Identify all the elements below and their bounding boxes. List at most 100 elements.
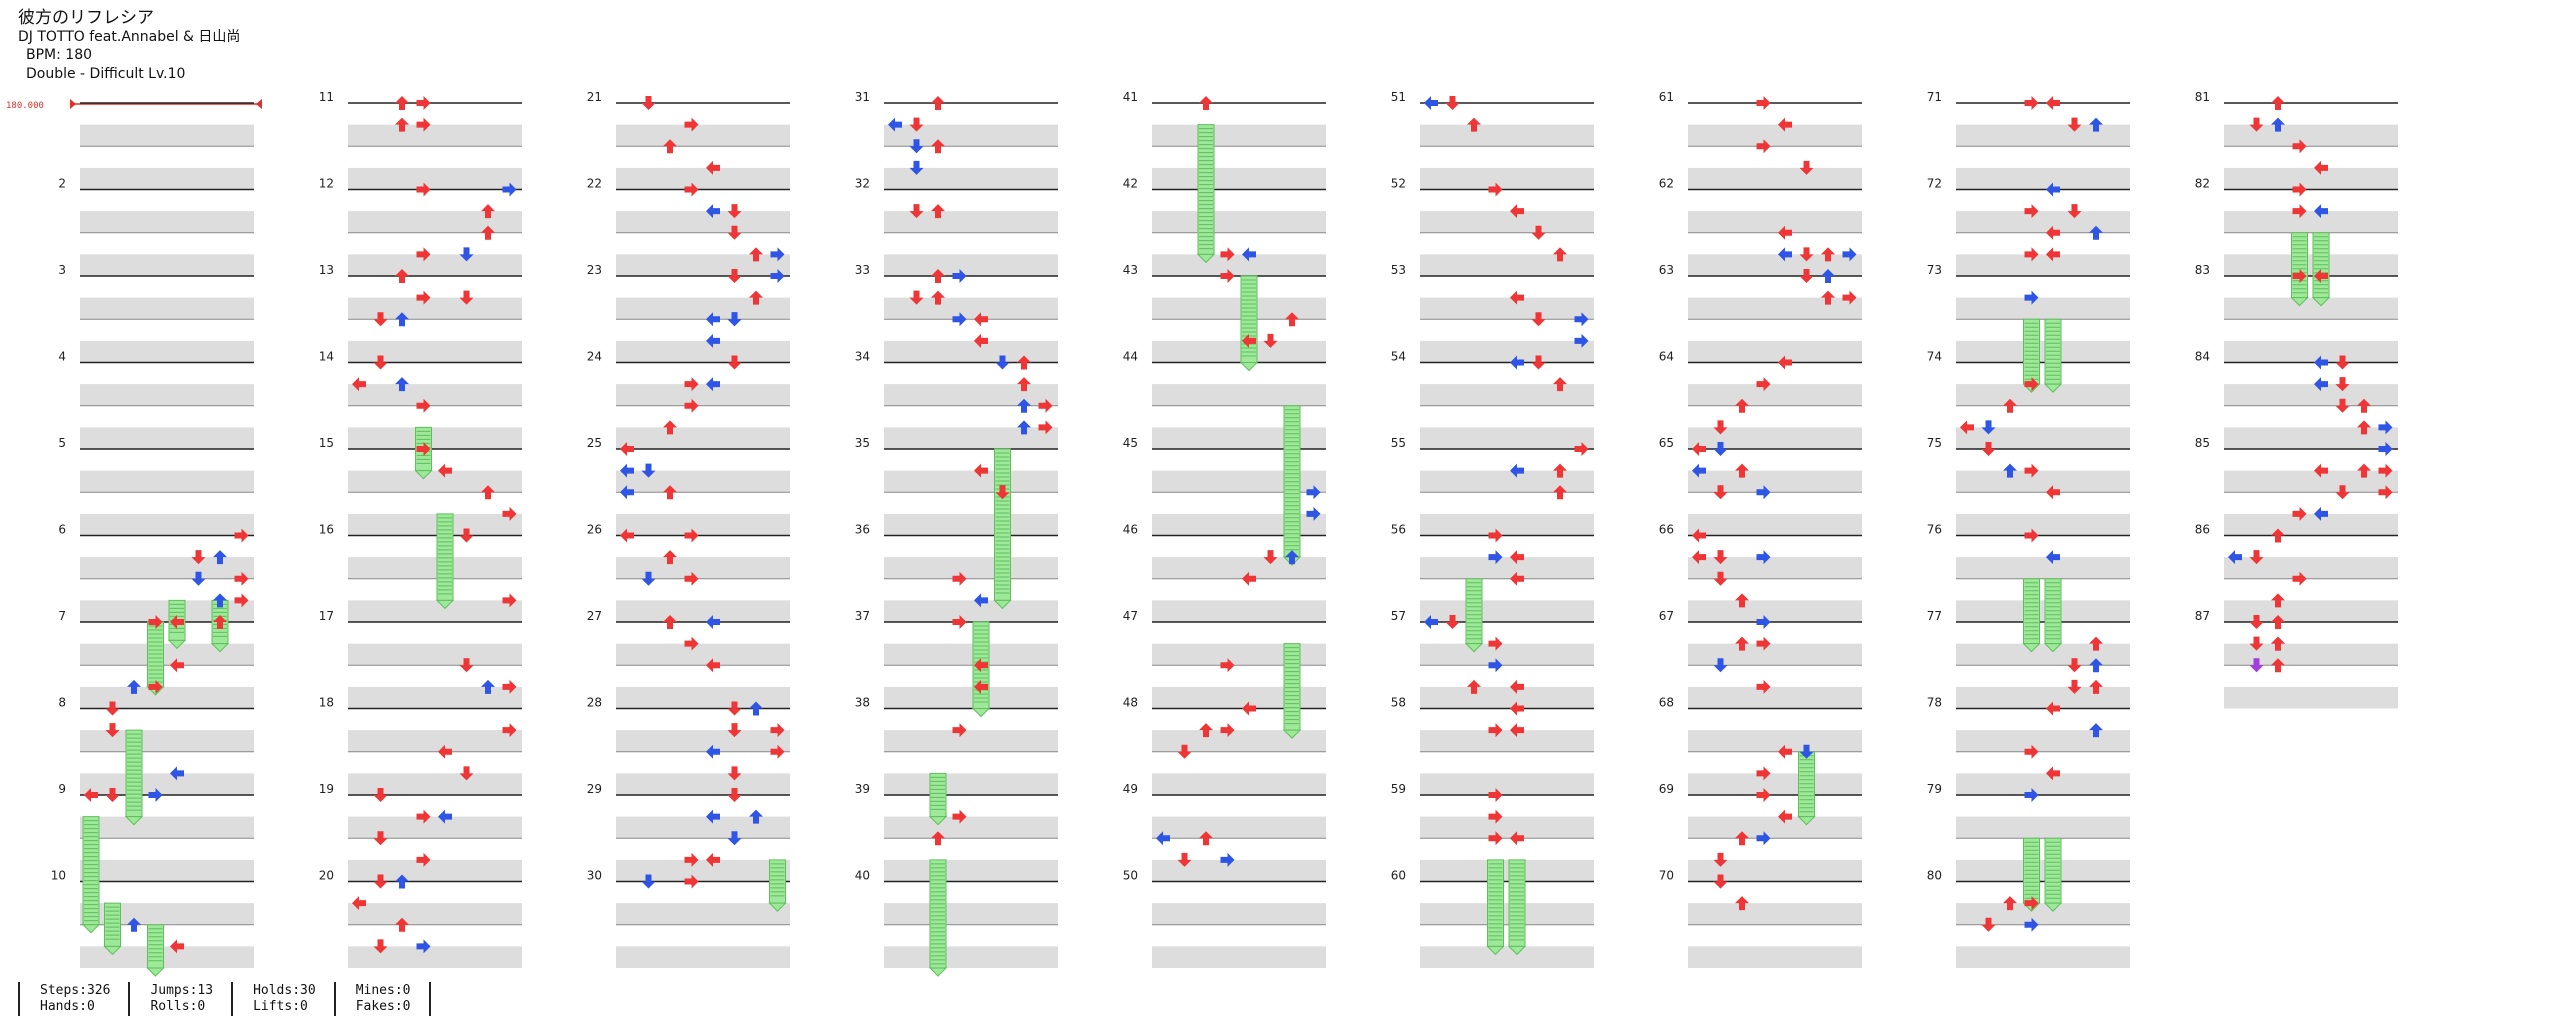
- step-arrow: [2314, 204, 2328, 219]
- hold-note: [1797, 751, 1816, 826]
- step-arrow: [1756, 485, 1771, 500]
- measure-19: 19: [319, 782, 522, 882]
- measure-49: 49: [1123, 782, 1326, 882]
- step-arrow: [931, 831, 945, 846]
- step-arrow: [1306, 506, 1321, 521]
- measure-number: 68: [1659, 696, 1674, 710]
- song-title: 彼方のリフレシア: [18, 8, 154, 28]
- measure-number: 62: [1659, 177, 1674, 191]
- step-arrow: [974, 312, 988, 327]
- measure-number: 8: [58, 696, 66, 710]
- step-arrow: [1220, 723, 1235, 738]
- bpm-marker-label: 180.000: [6, 101, 44, 111]
- step-arrow: [2046, 485, 2060, 500]
- step-arrow: [931, 204, 945, 219]
- step-arrow: [2003, 398, 2017, 413]
- step-arrow: [2024, 528, 2039, 543]
- step-arrow: [1799, 247, 1814, 262]
- step-arrow: [1778, 355, 1792, 370]
- hold-note: [103, 902, 122, 956]
- measure-number: 46: [1123, 523, 1138, 537]
- measure-80: 80: [1927, 869, 2130, 968]
- measure-number: 43: [1123, 263, 1138, 277]
- step-arrow: [727, 766, 742, 781]
- measure-number: 86: [2195, 523, 2210, 537]
- step-arrow: [2067, 117, 2082, 132]
- step-arrow: [2024, 377, 2039, 392]
- step-arrow: [2271, 593, 2285, 608]
- measure-number: 39: [855, 782, 870, 796]
- measure-25: 25: [587, 436, 790, 536]
- step-arrow: [684, 571, 699, 586]
- stat-value: Mines:0: [355, 983, 411, 998]
- measure-number: 59: [1391, 782, 1406, 796]
- step-arrow: [2314, 355, 2328, 370]
- stat-group: Holds:30 Lifts:0: [231, 982, 334, 1016]
- step-arrow: [416, 117, 431, 132]
- step-arrow: [1531, 312, 1546, 327]
- step-arrow: [1756, 766, 1771, 781]
- step-arrow: [502, 506, 517, 521]
- step-arrow: [2089, 658, 2103, 673]
- step-arrow: [1510, 204, 1524, 219]
- step-arrow: [1960, 420, 1974, 435]
- step-arrow: [1756, 636, 1771, 651]
- stat-value: Jumps:13: [150, 983, 214, 998]
- step-arrow: [1756, 139, 1771, 154]
- measure-number: 56: [1391, 523, 1406, 537]
- stat-value: Fakes:0: [355, 999, 411, 1014]
- measure-75: 75: [1927, 436, 2130, 536]
- measure-number: 7: [58, 609, 66, 623]
- step-arrow: [1981, 917, 1996, 932]
- measure-number: 77: [1927, 609, 1942, 623]
- measure-55: 55: [1391, 436, 1594, 536]
- measure-number: 25: [587, 436, 602, 450]
- step-arrow: [2024, 917, 2039, 932]
- step-arrow: [1692, 550, 1706, 565]
- measure-number: 85: [2195, 436, 2210, 450]
- measure-number: 26: [587, 523, 602, 537]
- measure-81: 81: [2195, 90, 2398, 190]
- step-arrow: [1756, 96, 1771, 110]
- step-arrow: [502, 679, 517, 694]
- step-arrow: [481, 204, 495, 219]
- step-arrow: [1531, 355, 1546, 370]
- measure-number: 70: [1659, 869, 1674, 883]
- step-arrow: [2089, 723, 2103, 738]
- measure-number: 27: [587, 609, 602, 623]
- step-chart: 180.000 23456789101112131415161718192021…: [6, 90, 2398, 977]
- hold-note: [928, 859, 948, 977]
- measure-number: 61: [1659, 90, 1674, 104]
- step-arrow: [2271, 615, 2285, 629]
- step-arrow: [706, 615, 720, 629]
- measure-number: 83: [2195, 263, 2210, 277]
- step-arrow: [952, 809, 967, 824]
- measure-53: 53: [1391, 263, 1594, 363]
- step-arrow: [352, 896, 366, 911]
- step-arrow: [706, 204, 720, 219]
- step-arrow: [1735, 831, 1749, 846]
- step-arrow: [727, 701, 742, 716]
- measure-number: 84: [2195, 350, 2210, 364]
- step-arrow: [1510, 290, 1524, 305]
- measure-number: 78: [1927, 696, 1942, 710]
- measure-number: 47: [1123, 609, 1138, 623]
- step-arrow: [1242, 247, 1256, 262]
- measure-43: 43: [1123, 263, 1326, 363]
- step-arrow: [620, 528, 634, 543]
- step-arrow: [1756, 831, 1771, 846]
- step-arrow: [373, 355, 388, 370]
- step-arrow: [2271, 658, 2285, 673]
- step-arrow: [170, 658, 184, 673]
- step-arrow: [1821, 247, 1835, 262]
- step-arrow: [213, 593, 227, 608]
- measure-22: 22: [587, 177, 790, 276]
- hold-note: [2290, 232, 2309, 307]
- step-arrow: [1510, 550, 1524, 565]
- step-arrow: [2314, 463, 2328, 478]
- step-arrow: [1510, 701, 1524, 716]
- hold-note: [435, 513, 455, 610]
- measure-10: 10: [51, 869, 254, 968]
- measure-13: 13: [319, 263, 522, 363]
- step-arrow: [770, 744, 785, 759]
